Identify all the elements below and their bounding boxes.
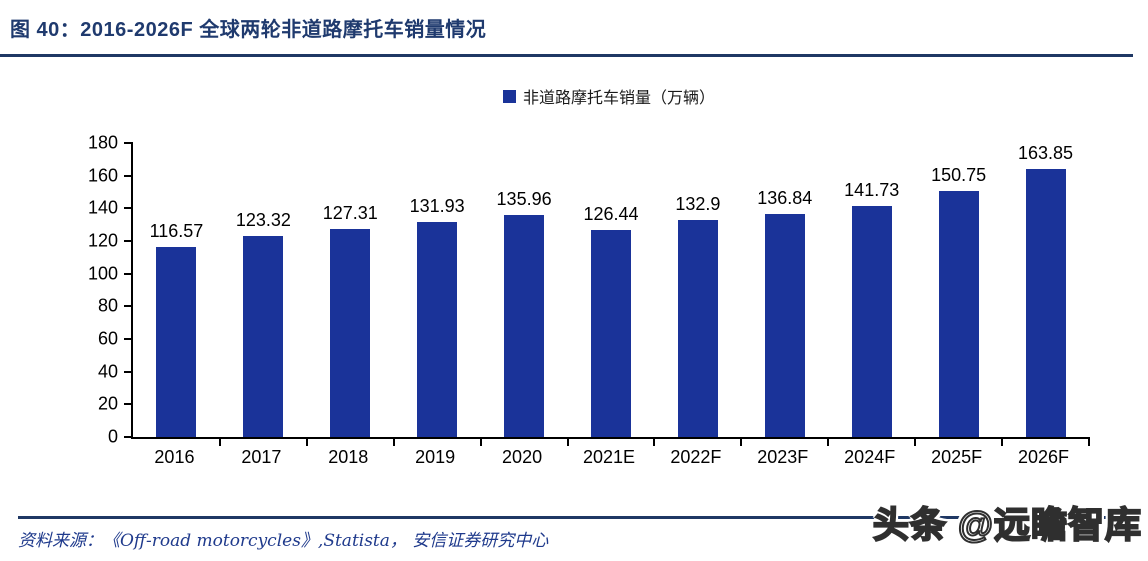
bar: [156, 246, 197, 437]
bar: [764, 213, 805, 437]
x-axis-tick: [1001, 437, 1004, 446]
bar-value-label: 163.85: [1017, 143, 1074, 164]
bar: [243, 235, 284, 437]
chart-legend: 非道路摩托车销量（万辆）: [131, 84, 1087, 108]
source-text: 资料来源：《Off-road motorcycles》,Statista， 安信…: [18, 531, 549, 551]
x-axis-category-label: 2022F: [670, 447, 722, 467]
y-axis-tick: [124, 337, 133, 340]
title-divider: [0, 54, 1133, 57]
bar-slot: 126.44: [568, 143, 655, 437]
bar-value-label: 135.96: [496, 188, 552, 209]
bar: [590, 230, 631, 437]
x-axis-category-label: 2019: [415, 447, 456, 467]
x-axis-tick: [1088, 437, 1090, 446]
bar-slot: 132.9: [654, 143, 741, 437]
y-axis-tick: [124, 207, 133, 210]
bar: [417, 221, 458, 437]
bar-slot: 131.93: [394, 143, 481, 437]
y-axis-tick-label: 180: [87, 132, 118, 153]
y-axis-tick: [124, 142, 133, 144]
bar: [330, 229, 371, 437]
x-axis-tick: [740, 437, 743, 446]
y-axis-tick-label: 40: [97, 361, 118, 382]
bar-value-label: 116.57: [149, 220, 204, 241]
bar-slot: 163.85: [1002, 143, 1089, 437]
x-axis-category-label: 2021E: [582, 447, 636, 467]
x-axis-category-label: 2020: [502, 447, 543, 467]
bar-value-label: 136.84: [757, 187, 813, 208]
y-axis-tick: [124, 305, 133, 308]
y-axis-tick: [124, 370, 133, 373]
y-axis-tick: [124, 239, 133, 242]
bar-value-label: 127.31: [322, 203, 378, 224]
y-axis-tick-label: 60: [97, 328, 118, 349]
legend-label: 非道路摩托车销量（万辆）: [522, 90, 715, 107]
x-axis-tick: [566, 437, 569, 446]
watermark: 头条 @远瞻智库: [872, 503, 1142, 546]
y-axis-tick-label: 160: [87, 165, 118, 186]
source-divider: [18, 516, 1133, 519]
y-axis-tick-label: 140: [87, 197, 118, 218]
bar-slot: 123.32: [220, 143, 307, 437]
y-axis-tick: [124, 272, 133, 275]
y-axis-tick-label: 0: [107, 426, 118, 447]
bar: [851, 205, 892, 437]
bar-value-label: 131.93: [409, 195, 465, 216]
x-axis-labels: 2016 2017 2018 2019 2020 2021E 2022F 2023F 2024F…: [131, 447, 1087, 468]
y-axis-tick-label: 100: [87, 263, 118, 284]
y-axis-tick-label: 20: [97, 393, 118, 414]
x-axis-category-label: 2023F: [757, 447, 809, 467]
bar: [938, 190, 979, 437]
x-axis-tick: [479, 437, 482, 446]
x-axis-category-label: 2016: [154, 447, 195, 467]
bar-slot: 136.84: [741, 143, 828, 437]
bar: [677, 219, 718, 437]
bar-slot: 116.57: [133, 143, 220, 437]
x-axis-tick: [653, 437, 656, 446]
x-axis-tick: [827, 437, 830, 446]
x-axis-category-label: 2024F: [844, 447, 896, 467]
bar-value-label: 132.9: [675, 193, 721, 214]
bar-value-label: 150.75: [931, 164, 987, 185]
bar: [1025, 169, 1066, 437]
x-axis-category-label: 2026F: [1017, 447, 1070, 467]
x-axis-tick: [914, 437, 917, 446]
bar-value-label: 123.32: [235, 209, 291, 230]
y-axis-tick: [124, 403, 133, 406]
x-axis-category-label: 2017: [241, 447, 282, 467]
plot-area: 116.57 123.32 127.31 131.93 135.96 126.44 132.…: [124, 142, 1090, 446]
y-axis-labels: 0 20 40 60 80 100 120 140 160 180: [0, 133, 118, 447]
x-axis-category-label: 2018: [328, 447, 369, 467]
bar: [504, 214, 545, 437]
bar-slot: 141.73: [828, 143, 915, 437]
y-axis-tick-label: 120: [87, 230, 118, 251]
bar-slot: 127.31: [307, 143, 394, 437]
x-axis-tick: [392, 437, 395, 446]
figure-title: 图 40：2016-2026F 全球两轮非道路摩托车销量情况: [10, 19, 487, 41]
y-axis-tick: [124, 436, 133, 438]
bar-slot: 150.75: [915, 143, 1002, 437]
x-axis-tick: [218, 437, 221, 446]
y-axis-tick: [124, 174, 133, 177]
bar-value-label: 141.73: [844, 179, 900, 200]
x-axis-tick: [305, 437, 308, 446]
bar-value-label: 126.44: [583, 204, 639, 225]
bar-slot: 135.96: [481, 143, 568, 437]
y-axis-tick-label: 80: [97, 295, 118, 316]
x-axis-category-label: 2025F: [931, 447, 983, 467]
legend-swatch-icon: [502, 89, 516, 103]
